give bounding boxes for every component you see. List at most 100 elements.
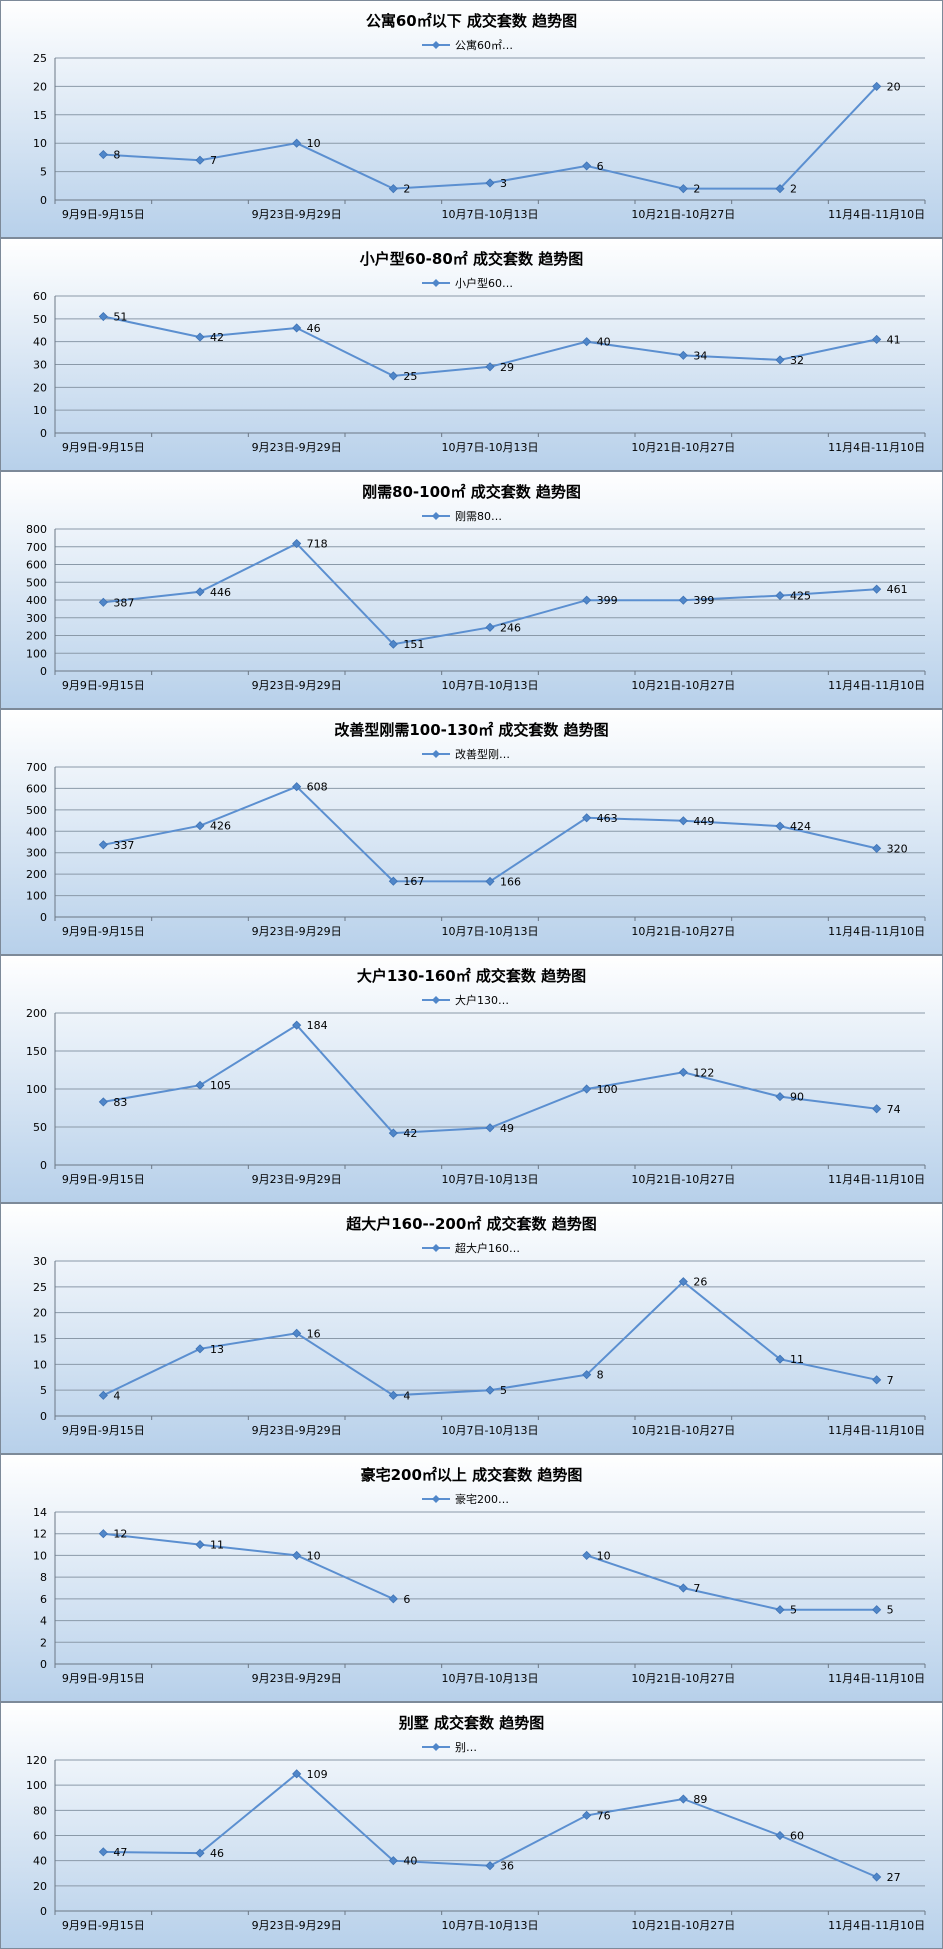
x-tick-label: 11月4日-11月10日 [828,1919,925,1932]
data-label: 46 [210,1847,224,1860]
y-tick-label: 40 [33,1855,47,1868]
data-point [388,1128,398,1138]
y-tick-label: 0 [40,911,47,924]
y-tick-label: 6 [40,1593,47,1606]
data-point [678,595,688,605]
x-tick-label: 9月9日-9月15日 [62,208,145,221]
data-point [195,1344,205,1354]
data-point [775,1830,785,1841]
chart-background [0,471,943,709]
data-label: 4 [113,1389,120,1402]
y-tick-label: 100 [26,1779,47,1792]
data-label: 46 [307,322,321,335]
legend-label: 豪宅200… [455,1492,509,1506]
chart-legend: 大户130… [422,993,509,1007]
data-label: 461 [887,583,908,596]
data-point [98,1847,108,1857]
data-point [678,350,688,360]
data-label: 2 [693,183,700,196]
data-label: 89 [693,1793,707,1806]
legend-label: 大户130… [455,993,509,1007]
x-tick-label: 9月9日-9月15日 [62,1919,145,1932]
legend-label: 别… [455,1741,477,1754]
chart-legend: 超大户160… [422,1241,520,1255]
legend-label: 公寓60㎡… [455,38,513,52]
data-label: 25 [403,370,417,383]
chart-legend: 豪宅200… [422,1492,509,1506]
chart-legend: 改善型刚… [422,747,510,761]
data-label: 426 [210,820,231,833]
y-tick-label: 100 [26,890,47,903]
data-label: 11 [210,1539,224,1552]
data-point [485,1385,495,1395]
x-tick-label: 10月21日-10月27日 [631,208,735,221]
data-label: 32 [790,354,804,367]
x-tick-label: 11月4日-11月10日 [828,208,925,221]
y-tick-label: 60 [33,1830,47,1843]
data-point [195,1848,205,1858]
data-point [775,1605,785,1615]
data-label: 100 [597,1083,618,1096]
x-tick-label: 9月9日-9月15日 [62,1424,145,1437]
data-point [98,149,108,160]
data-label: 36 [500,1860,514,1873]
data-label: 41 [887,333,901,346]
x-tick-label: 9月23日-9月29日 [252,1672,342,1685]
data-label: 29 [500,361,514,374]
x-tick-label: 9月23日-9月29日 [252,1424,342,1437]
data-label: 424 [790,820,811,833]
legend-label: 小户型60… [455,276,513,290]
y-tick-label: 500 [26,576,47,589]
y-tick-label: 5 [40,1384,47,1397]
x-tick-label: 10月21日-10月27日 [631,441,735,454]
y-tick-label: 40 [33,336,47,349]
x-tick-label: 11月4日-11月10日 [828,1173,925,1186]
y-tick-label: 10 [33,404,47,417]
data-point [872,81,882,91]
data-point [582,1810,592,1820]
data-label: 10 [597,1549,611,1562]
y-tick-label: 0 [40,194,47,207]
data-point [872,1605,882,1615]
x-tick-label: 9月9日-9月15日 [62,679,145,692]
y-tick-label: 200 [26,630,47,643]
data-label: 337 [113,839,134,852]
data-point [678,184,688,194]
data-label: 60 [790,1830,804,1843]
data-label: 320 [887,842,908,855]
chart-legend: 公寓60㎡… [422,38,513,52]
data-point [98,1097,108,1107]
data-point [872,1375,882,1385]
data-label: 718 [307,538,328,551]
data-label: 6 [597,160,604,173]
data-label: 2 [403,183,410,196]
y-tick-label: 800 [26,523,47,536]
data-point [292,1769,302,1779]
y-tick-label: 200 [26,868,47,881]
y-tick-label: 600 [26,782,47,795]
x-tick-label: 9月9日-9月15日 [62,1173,145,1186]
x-tick-label: 11月4日-11月10日 [828,1672,925,1685]
data-label: 42 [210,331,224,344]
chart-title: 小户型60-80㎡ 成交套数 趋势图 [360,250,583,268]
data-point [98,311,108,322]
data-label: 12 [113,1528,127,1541]
data-label: 425 [790,590,811,603]
data-label: 13 [210,1343,224,1356]
y-tick-label: 30 [33,359,47,372]
legend-label: 改善型刚… [455,747,510,761]
data-label: 90 [790,1091,804,1104]
data-label: 105 [210,1079,231,1092]
x-tick-label: 10月21日-10月27日 [631,1173,735,1186]
y-tick-label: 20 [33,381,47,394]
data-point [292,1020,302,1030]
data-label: 51 [113,311,127,324]
data-point [388,639,398,649]
x-tick-label: 10月21日-10月27日 [631,1672,735,1685]
x-tick-label: 10月21日-10月27日 [631,679,735,692]
y-tick-label: 150 [26,1045,47,1058]
data-point [388,1856,398,1866]
data-point [582,813,592,823]
